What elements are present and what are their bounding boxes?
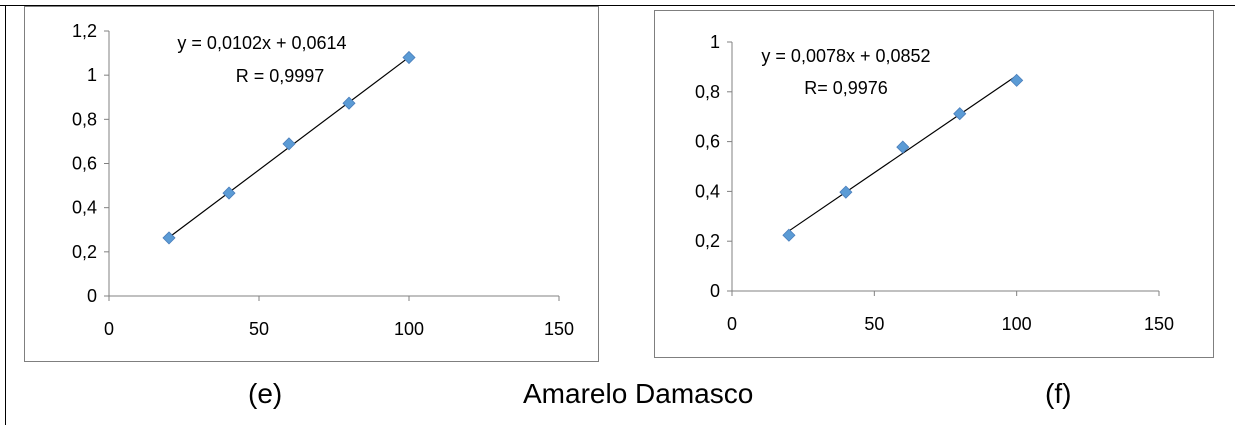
data-point [162,231,176,245]
y-tick-label: 1 [710,32,720,52]
y-tick-label: 0,8 [72,109,97,129]
x-tick-label: 50 [249,319,269,339]
data-point [953,107,967,121]
x-tick-label: 100 [1002,314,1032,334]
y-tick-label: 1,2 [72,21,97,41]
chart-ticks: 0 50 100 150 0 0,2 0,4 0,6 0,8 1 1,2 [72,21,574,339]
y-tick-label: 0,2 [72,242,97,262]
r-value-label: R = 0,9997 [236,66,325,86]
chart-axes [731,42,1159,292]
data-point [839,185,853,199]
y-tick-label: 0,4 [72,198,97,218]
y-tick-label: 0 [710,281,720,301]
data-point [282,137,296,151]
equation-label: y = 0,0102x + 0,0614 [177,33,346,53]
y-tick-label: 1 [87,65,97,85]
data-point [402,50,416,65]
chart-f-svg: 0 50 100 150 0 0,2 0,4 0,6 0,8 1 y = 0,0078x + 0,… [654,10,1214,358]
data-point [1010,73,1024,87]
x-tick-label: 150 [544,319,574,339]
chart-ticks: 0 50 100 150 0 0,2 0,4 0,6 0,8 1 [695,32,1174,334]
y-tick-label: 0,2 [695,231,720,251]
x-tick-label: 100 [394,319,424,339]
y-tick-label: 0,4 [695,181,720,201]
caption-e: (e) [248,378,283,409]
data-points-group [782,73,1024,242]
equation-label: y = 0,0078x + 0,0852 [761,46,930,66]
figure-left-border [5,5,6,425]
caption-f: (f) [1045,378,1072,409]
x-tick-label: 150 [1144,314,1174,334]
data-point [342,96,356,110]
y-tick-label: 0,6 [72,154,97,174]
data-point [896,140,910,154]
chart-border [654,10,1214,358]
y-tick-label: 0,6 [695,132,720,152]
r-value-label: R= 0,9976 [804,78,888,98]
x-tick-label: 50 [864,314,884,334]
y-tick-label: 0,8 [695,82,720,102]
y-tick-label: 0 [87,286,97,306]
x-tick-label: 0 [104,319,114,339]
caption-title: Amarelo Damasco [523,378,754,409]
data-point [222,186,236,200]
data-point [782,228,796,242]
chart-panel-f: 0 50 100 150 0 0,2 0,4 0,6 0,8 1 y = 0,0078x + 0,… [654,10,1214,358]
data-points-group [162,50,416,245]
figure-top-border [0,5,1235,6]
chart-border [24,6,599,362]
x-tick-label: 0 [727,314,737,334]
chart-panel-e: 0 50 100 150 0 0,2 0,4 0,6 0,8 1 1,2 y = 0,0102x +… [24,6,599,362]
chart-e-svg: 0 50 100 150 0 0,2 0,4 0,6 0,8 1 1,2 y = 0,0102x +… [24,6,599,362]
